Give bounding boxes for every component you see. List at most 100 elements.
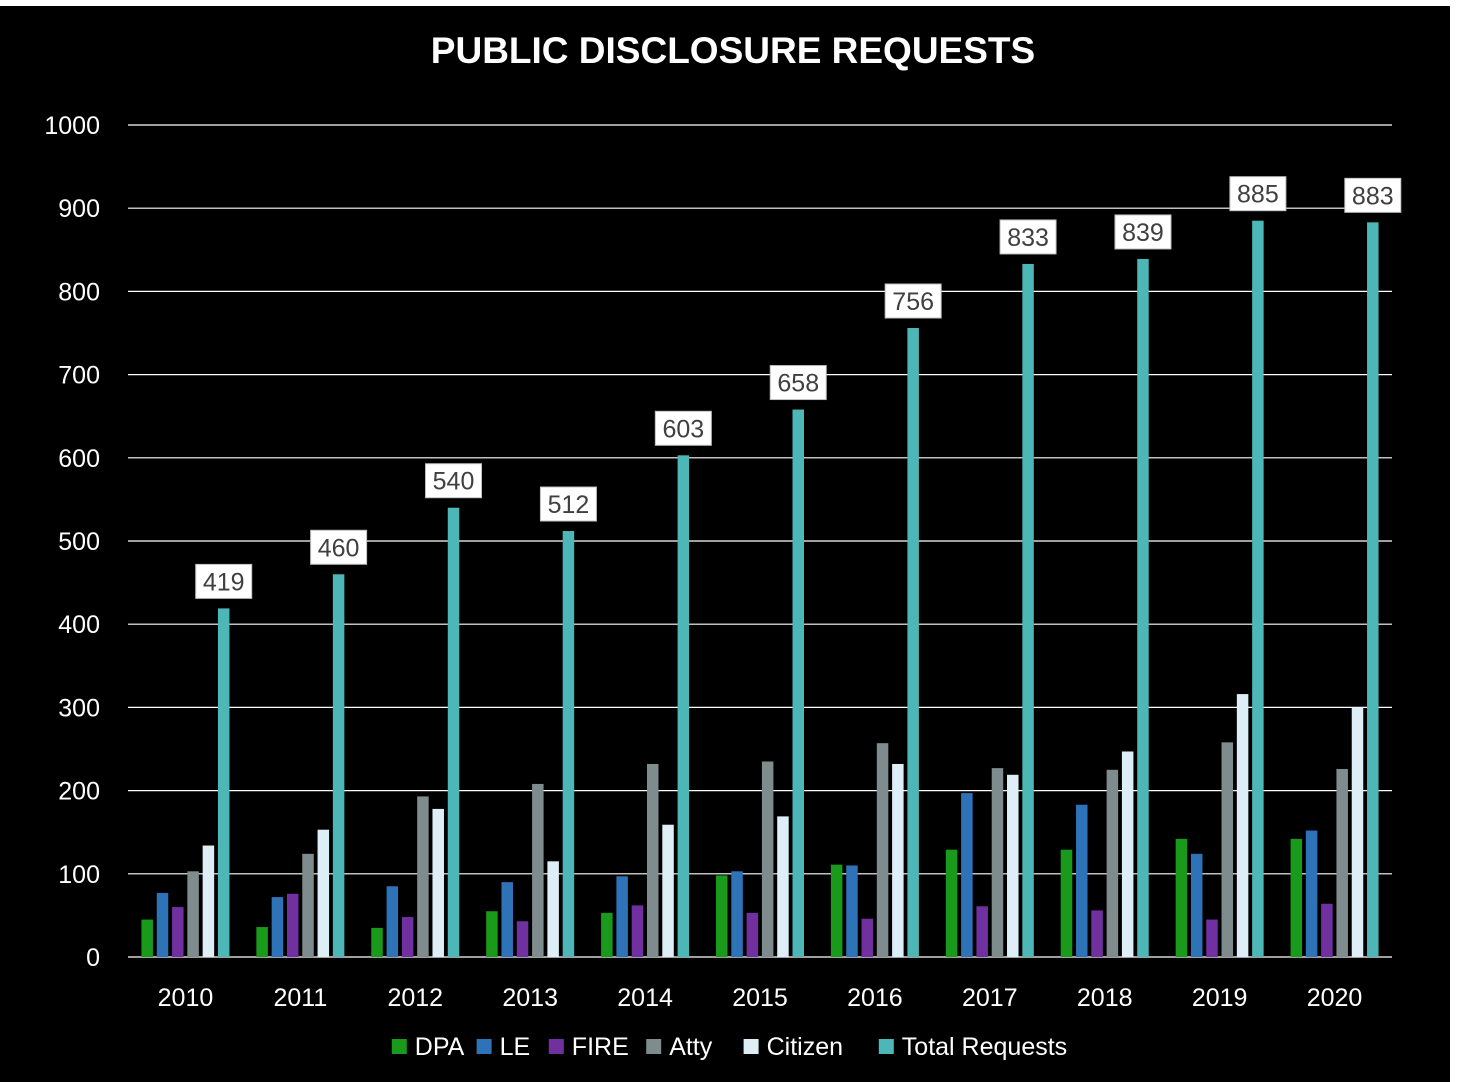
- x-tick-label: 2015: [732, 984, 788, 1012]
- y-tick-label: 500: [58, 528, 100, 556]
- chart-title: PUBLIC DISCLOSURE REQUESTS: [430, 30, 1036, 71]
- data-label-box: [425, 463, 483, 499]
- bar-total-requests: [907, 328, 919, 957]
- y-tick-label: 100: [58, 861, 100, 889]
- legend-label: FIRE: [572, 1033, 629, 1061]
- bar-dpa: [716, 875, 728, 957]
- bar-citizen: [892, 763, 904, 957]
- legend-swatch: [548, 1039, 564, 1054]
- bar-total-requests: [677, 455, 690, 957]
- bar-total-requests: [447, 507, 460, 957]
- bar-dpa: [1175, 838, 1188, 957]
- legend-label: Total Requests: [902, 1033, 1067, 1061]
- data-label: 419: [203, 568, 245, 596]
- bar-le: [501, 882, 513, 957]
- bar-le: [731, 871, 743, 957]
- bar-fire: [746, 912, 759, 957]
- bar-atty: [417, 796, 429, 957]
- bar-le: [846, 865, 858, 957]
- bar-fire: [1206, 919, 1218, 957]
- bar-atty: [761, 761, 774, 957]
- data-label: 756: [892, 288, 934, 316]
- bar-fire: [516, 921, 529, 957]
- x-tick-label: 2011: [273, 984, 327, 1012]
- bar-total-requests: [1137, 258, 1149, 957]
- bar-citizen: [432, 808, 444, 957]
- bar-dpa: [1060, 849, 1073, 957]
- data-label-box: [1114, 214, 1172, 250]
- data-label-box: [1344, 177, 1402, 213]
- data-label-box: [539, 486, 597, 522]
- bar-le: [1305, 830, 1318, 957]
- x-tick-label: 2020: [1307, 984, 1363, 1012]
- bar-dpa: [1290, 838, 1303, 957]
- bar-citizen: [202, 845, 215, 957]
- y-tick-label: 800: [58, 278, 100, 306]
- data-label-box: [310, 529, 368, 565]
- bar-dpa: [256, 927, 268, 957]
- bar-dpa: [486, 911, 498, 957]
- data-label-box: [884, 283, 942, 319]
- bar-le: [1190, 853, 1203, 957]
- bar-atty: [1106, 769, 1119, 957]
- bar-total-requests: [1252, 220, 1264, 957]
- bar-dpa: [141, 919, 153, 957]
- bar-le: [1076, 804, 1088, 957]
- bar-le: [271, 897, 284, 957]
- y-tick-label: 0: [86, 944, 100, 972]
- x-tick-label: 2018: [1077, 984, 1133, 1012]
- bar-fire: [631, 905, 644, 957]
- data-label: 839: [1122, 219, 1164, 247]
- bar-atty: [187, 871, 199, 957]
- legend-swatch: [743, 1039, 759, 1054]
- x-tick-label: 2014: [617, 984, 673, 1012]
- bar-le: [156, 892, 169, 957]
- bar-fire: [861, 918, 874, 957]
- bar-atty: [532, 783, 544, 957]
- data-label-box: [769, 365, 827, 401]
- bar-citizen: [1351, 707, 1364, 957]
- legend-label: DPA: [415, 1033, 465, 1061]
- data-label: 540: [433, 468, 475, 496]
- bar-fire: [1091, 910, 1103, 957]
- bar-total-requests: [1022, 263, 1034, 958]
- data-label: 460: [318, 534, 360, 562]
- legend-label: Citizen: [767, 1033, 843, 1061]
- y-tick-label: 700: [58, 362, 100, 390]
- data-label: 658: [777, 370, 819, 398]
- x-tick-label: 2013: [502, 984, 558, 1012]
- y-tick-label: 600: [58, 445, 100, 473]
- bar-fire: [286, 893, 299, 957]
- legend-swatch: [476, 1039, 492, 1054]
- bar-total-requests: [217, 608, 230, 957]
- data-label: 885: [1237, 181, 1279, 209]
- bar-citizen: [662, 824, 674, 957]
- legend-swatch: [391, 1039, 407, 1054]
- data-label-box: [195, 563, 253, 599]
- bar-le: [961, 793, 973, 957]
- bar-dpa: [945, 849, 958, 957]
- data-label: 833: [1007, 224, 1049, 252]
- bar-total-requests: [792, 409, 804, 957]
- data-label-box: [999, 219, 1057, 255]
- bar-atty: [991, 768, 1004, 957]
- bar-fire: [976, 906, 988, 957]
- bar-dpa: [830, 864, 843, 957]
- x-tick-label: 2016: [847, 984, 903, 1012]
- bar-fire: [172, 907, 184, 957]
- bar-le: [386, 886, 399, 957]
- x-tick-label: 2019: [1192, 984, 1248, 1012]
- bar-total-requests: [1367, 222, 1379, 957]
- legend-label: LE: [500, 1033, 531, 1061]
- data-label: 603: [662, 415, 704, 443]
- bar-atty: [1336, 768, 1348, 957]
- y-tick-label: 1000: [44, 112, 100, 140]
- bar-dpa: [601, 912, 613, 957]
- bar-citizen: [547, 861, 559, 957]
- bar-citizen: [777, 816, 789, 957]
- bar-fire: [401, 917, 414, 957]
- data-label: 512: [548, 491, 590, 519]
- data-label-box: [654, 410, 712, 446]
